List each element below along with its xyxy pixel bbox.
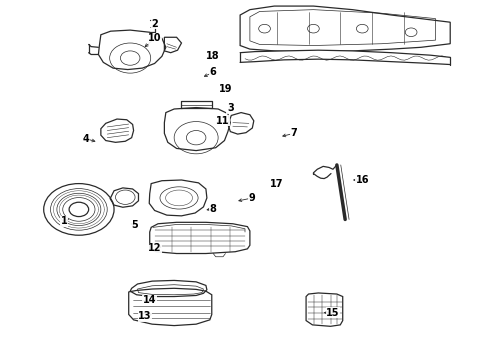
Text: 16: 16: [356, 175, 369, 185]
Text: 3: 3: [227, 103, 234, 113]
Text: 9: 9: [249, 193, 256, 203]
Text: 12: 12: [148, 243, 161, 253]
Text: 10: 10: [148, 33, 161, 43]
Text: 18: 18: [206, 51, 220, 61]
Text: 2: 2: [151, 19, 158, 29]
Text: 17: 17: [270, 179, 284, 189]
Text: 8: 8: [210, 204, 217, 214]
Text: 7: 7: [291, 129, 297, 138]
Text: 6: 6: [210, 67, 217, 77]
Text: 13: 13: [138, 311, 151, 321]
Text: 11: 11: [216, 116, 230, 126]
Text: 14: 14: [143, 295, 156, 305]
Text: 1: 1: [61, 216, 68, 226]
Text: 15: 15: [326, 308, 340, 318]
Text: 19: 19: [219, 84, 232, 94]
Text: 5: 5: [132, 220, 139, 230]
Text: 4: 4: [83, 134, 90, 144]
